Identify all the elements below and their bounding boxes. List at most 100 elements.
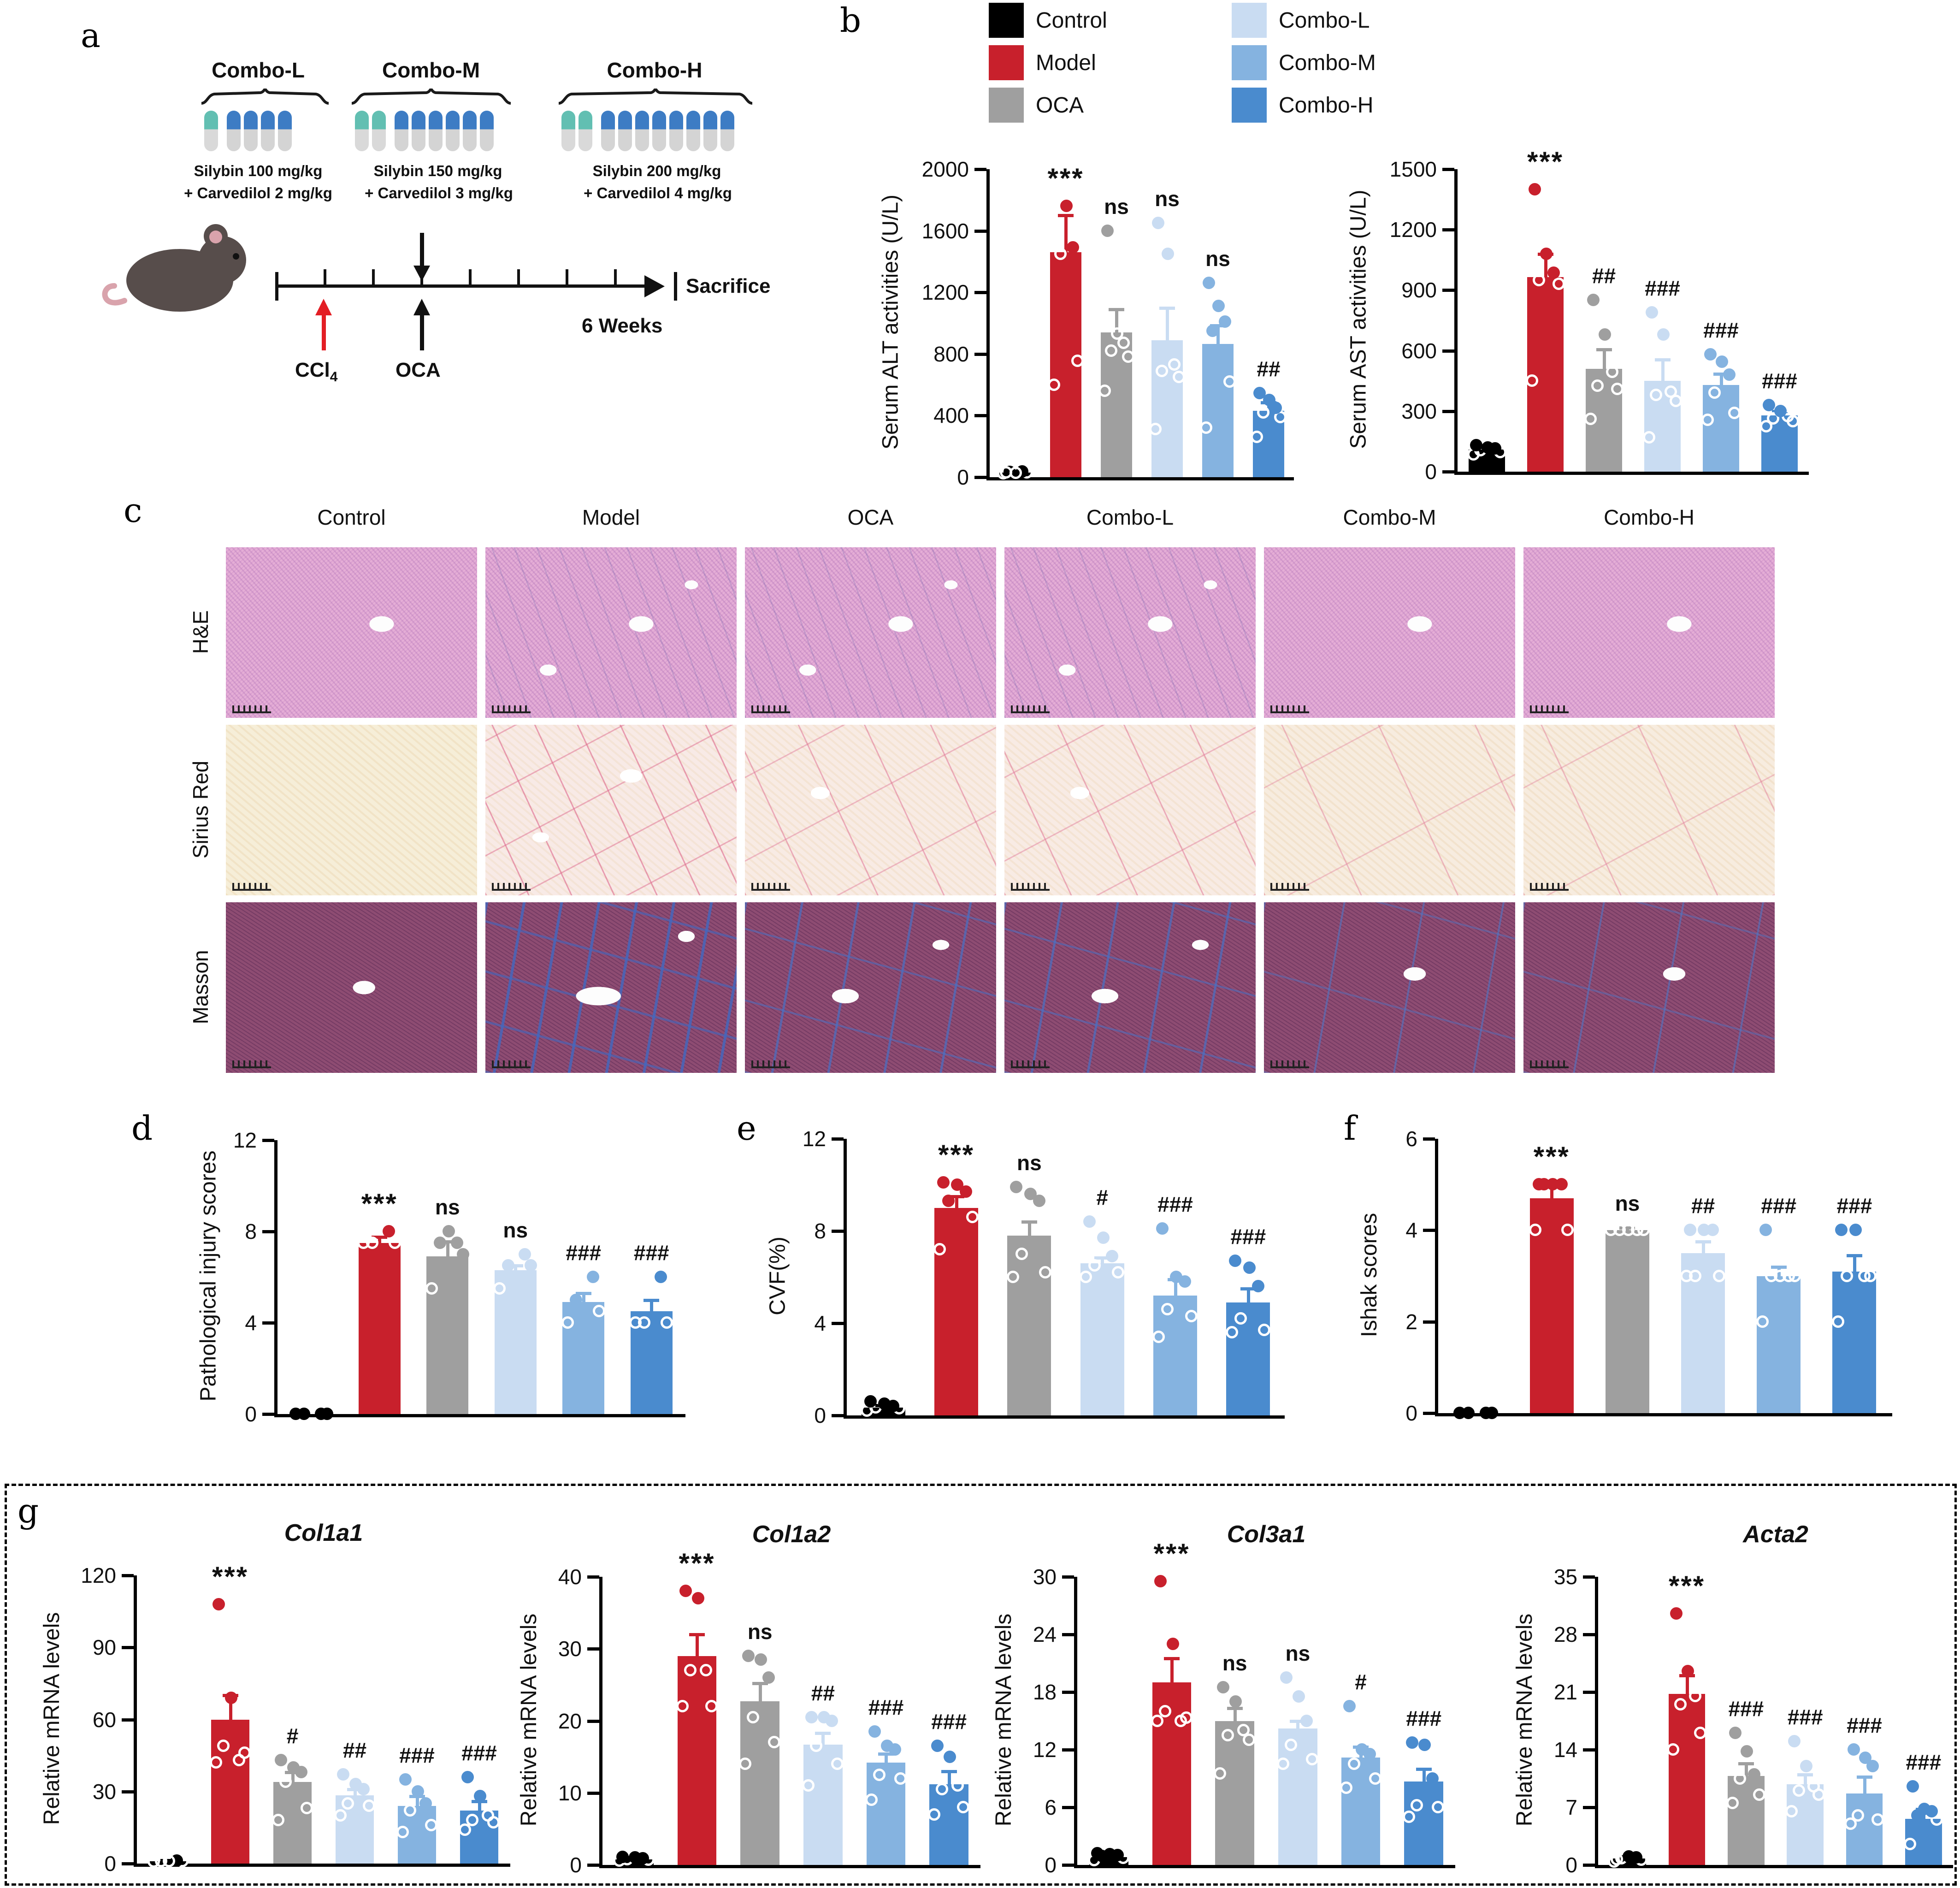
error-bar xyxy=(758,1683,762,1702)
data-point xyxy=(1756,1315,1769,1328)
data-point xyxy=(1694,1727,1707,1740)
data-point xyxy=(1729,1727,1742,1740)
up-arrow-icon xyxy=(413,299,430,315)
combo-h-capsules xyxy=(561,111,734,151)
error-bar xyxy=(1064,215,1068,253)
data-point xyxy=(1162,247,1175,260)
legend-item-model: Model xyxy=(989,45,1096,80)
carvedilol-capsule-icon xyxy=(480,111,494,151)
y-tick xyxy=(974,291,986,295)
silybin-capsule-icon xyxy=(561,111,575,151)
y-tick xyxy=(587,1575,599,1579)
data-point xyxy=(399,1773,412,1786)
significance-label: ### xyxy=(461,1740,497,1765)
y-axis-title: Pathological injury scores xyxy=(196,1150,221,1402)
combo-h-dose-2: + Carvedilol 4 mg/kg xyxy=(584,184,732,201)
data-point xyxy=(1622,1224,1635,1237)
data-point xyxy=(1243,1734,1256,1746)
data-point xyxy=(1599,328,1612,341)
y-tick-label: 20 xyxy=(558,1709,582,1733)
combo-l-label: Combo-L xyxy=(212,58,305,82)
data-point xyxy=(1591,379,1604,392)
y-tick xyxy=(1062,1575,1074,1579)
error-bar xyxy=(947,1771,951,1784)
data-point xyxy=(1024,1188,1037,1200)
data-point xyxy=(1847,1743,1860,1756)
data-point xyxy=(1285,1738,1298,1751)
data-point xyxy=(1225,1326,1238,1338)
data-point xyxy=(705,1700,718,1713)
significance-label: ### xyxy=(1762,368,1797,393)
data-point xyxy=(450,1236,463,1249)
data-point xyxy=(1684,1224,1697,1237)
data-point xyxy=(1858,1269,1871,1282)
data-point xyxy=(300,1802,313,1815)
data-point xyxy=(1547,266,1560,279)
data-point xyxy=(1741,1745,1753,1758)
data-point xyxy=(1154,1575,1167,1588)
histology-grid xyxy=(226,547,1775,1073)
data-point xyxy=(1906,1780,1919,1793)
data-point xyxy=(1206,324,1219,337)
data-point xyxy=(1723,368,1736,381)
y-tick xyxy=(1423,1137,1435,1141)
chart-title: Col3a1 xyxy=(1227,1521,1306,1548)
data-point xyxy=(425,1282,438,1295)
scale-bar xyxy=(492,705,531,713)
significance-label: ### xyxy=(1787,1705,1823,1729)
significance-label: *** xyxy=(1153,1538,1190,1569)
data-point xyxy=(894,1772,907,1785)
y-tick-label: 10 xyxy=(558,1781,582,1805)
histology-image-masson-combo-m xyxy=(1264,902,1515,1073)
data-point xyxy=(1525,374,1538,387)
data-point xyxy=(412,1785,425,1798)
histology-image-he-control xyxy=(226,547,477,718)
data-point xyxy=(810,1740,823,1752)
data-point xyxy=(314,1408,327,1420)
y-tick-label: 14 xyxy=(1553,1738,1577,1762)
y-tick-label: 1500 xyxy=(1389,157,1437,181)
data-point xyxy=(1547,1178,1559,1191)
y-tick xyxy=(1442,168,1454,171)
significance-label: *** xyxy=(1668,1570,1706,1602)
error-bar xyxy=(291,1772,295,1782)
y-tick-label: 600 xyxy=(1401,338,1437,363)
silybin-capsule-icon xyxy=(372,111,386,151)
data-point xyxy=(461,1770,474,1783)
data-point xyxy=(1406,1736,1419,1749)
data-point xyxy=(425,1818,437,1831)
data-point xyxy=(1470,439,1482,452)
data-point xyxy=(1762,398,1775,411)
data-point xyxy=(287,1761,300,1774)
data-point xyxy=(404,1804,417,1817)
data-point xyxy=(419,1797,432,1810)
chart-title: Acta2 xyxy=(1743,1521,1808,1548)
histology-image-sr-combo-l xyxy=(1004,725,1256,895)
data-point xyxy=(1670,1607,1683,1620)
data-point xyxy=(1657,328,1670,341)
data-point xyxy=(1149,423,1162,436)
bar-combo-m xyxy=(1202,344,1234,477)
y-tick xyxy=(1442,409,1454,413)
data-point xyxy=(1117,337,1130,349)
data-point xyxy=(1726,1797,1739,1810)
data-point xyxy=(818,1710,831,1723)
data-point xyxy=(1403,1810,1416,1823)
data-point xyxy=(1251,431,1263,444)
y-tick-label: 120 xyxy=(81,1563,116,1587)
data-point xyxy=(1584,413,1597,426)
error-bar xyxy=(1027,1222,1031,1236)
error-bar xyxy=(1701,1242,1705,1253)
data-point xyxy=(1305,1752,1318,1765)
scale-bar xyxy=(1011,883,1050,891)
data-point xyxy=(493,1282,506,1295)
column-label-oca: OCA xyxy=(847,505,894,529)
data-point xyxy=(1728,407,1741,420)
y-tick xyxy=(1062,1691,1074,1694)
error-bar-cap xyxy=(1797,1773,1813,1776)
histology-image-masson-combo-l xyxy=(1004,902,1256,1073)
data-point xyxy=(442,1225,455,1237)
histology-image-masson-oca xyxy=(745,902,996,1073)
error-bar xyxy=(1661,360,1665,381)
y-tick xyxy=(1442,470,1454,473)
